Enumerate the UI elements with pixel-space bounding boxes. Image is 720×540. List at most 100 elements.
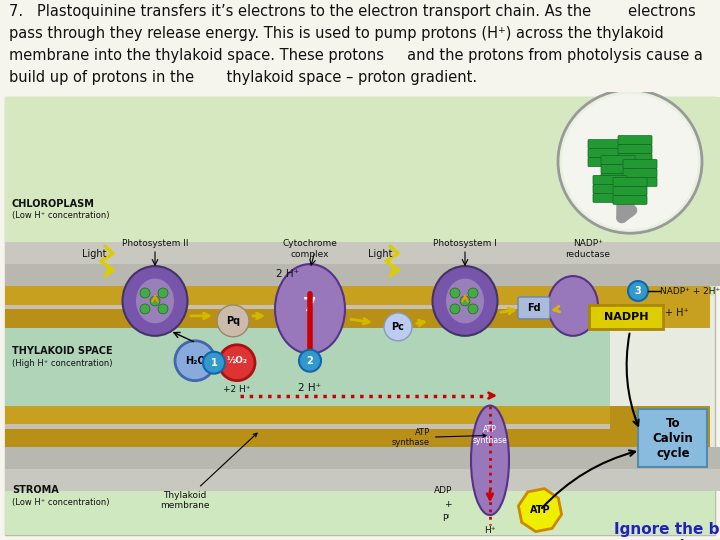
FancyBboxPatch shape bbox=[623, 159, 657, 168]
FancyBboxPatch shape bbox=[613, 178, 647, 186]
Circle shape bbox=[219, 345, 255, 381]
FancyBboxPatch shape bbox=[638, 409, 707, 467]
FancyBboxPatch shape bbox=[588, 158, 622, 166]
Text: STROMA: STROMA bbox=[12, 485, 59, 495]
Bar bbox=[5, 429, 610, 447]
Text: 1: 1 bbox=[211, 357, 217, 368]
FancyBboxPatch shape bbox=[613, 195, 647, 204]
Bar bbox=[5, 286, 610, 305]
Text: NADP⁺
reductase: NADP⁺ reductase bbox=[565, 239, 611, 259]
Text: (Low H⁺ concentration): (Low H⁺ concentration) bbox=[12, 211, 109, 220]
Text: 3: 3 bbox=[634, 286, 642, 296]
Circle shape bbox=[460, 296, 470, 306]
Text: Pq: Pq bbox=[226, 316, 240, 326]
Circle shape bbox=[158, 288, 168, 298]
Text: H⁺: H⁺ bbox=[485, 525, 496, 535]
FancyBboxPatch shape bbox=[613, 186, 647, 195]
Text: NADPH: NADPH bbox=[604, 312, 648, 322]
Text: ATP
synthase: ATP synthase bbox=[472, 426, 508, 445]
FancyBboxPatch shape bbox=[601, 156, 635, 165]
Circle shape bbox=[299, 350, 321, 372]
Bar bbox=[5, 97, 715, 296]
Bar bbox=[5, 309, 610, 328]
Bar bbox=[5, 447, 715, 535]
Circle shape bbox=[150, 296, 160, 306]
FancyBboxPatch shape bbox=[593, 193, 627, 202]
Text: pass through they release energy. This is used to pump protons (H⁺) across the t: pass through they release energy. This i… bbox=[9, 26, 663, 40]
FancyBboxPatch shape bbox=[593, 176, 627, 185]
Text: THYLAKOID SPACE: THYLAKOID SPACE bbox=[12, 346, 112, 356]
FancyBboxPatch shape bbox=[623, 168, 657, 178]
Circle shape bbox=[450, 304, 460, 314]
Text: H₂O: H₂O bbox=[185, 356, 205, 366]
Text: 7.   Plastoquinine transfers it’s electrons to the electron transport chain. As : 7. Plastoquinine transfers it’s electron… bbox=[9, 4, 696, 19]
FancyBboxPatch shape bbox=[589, 305, 663, 329]
Ellipse shape bbox=[122, 266, 187, 336]
Text: (Low H⁺ concentration): (Low H⁺ concentration) bbox=[12, 498, 109, 507]
Text: +2 H⁺: +2 H⁺ bbox=[223, 384, 251, 394]
FancyBboxPatch shape bbox=[593, 185, 627, 193]
Bar bbox=[5, 264, 720, 286]
Bar bbox=[5, 406, 610, 424]
Text: ADP: ADP bbox=[433, 485, 452, 495]
Text: 7: 7 bbox=[303, 296, 317, 315]
Bar bbox=[5, 424, 610, 429]
FancyBboxPatch shape bbox=[623, 178, 657, 186]
Text: Light: Light bbox=[82, 249, 107, 259]
Bar bbox=[5, 305, 610, 309]
Text: ATP
synthase: ATP synthase bbox=[392, 428, 486, 447]
Text: Pc: Pc bbox=[392, 322, 405, 332]
FancyBboxPatch shape bbox=[588, 140, 622, 149]
Circle shape bbox=[468, 288, 478, 298]
Ellipse shape bbox=[471, 406, 509, 515]
Text: 2 H⁺: 2 H⁺ bbox=[298, 383, 322, 393]
FancyBboxPatch shape bbox=[601, 173, 635, 183]
Ellipse shape bbox=[136, 279, 174, 323]
Circle shape bbox=[450, 288, 460, 298]
Text: Ignore the blue
numbers: Ignore the blue numbers bbox=[614, 522, 720, 540]
FancyBboxPatch shape bbox=[618, 136, 652, 145]
Ellipse shape bbox=[275, 264, 345, 354]
FancyBboxPatch shape bbox=[618, 145, 652, 153]
Text: Cytochrome
complex: Cytochrome complex bbox=[282, 239, 338, 259]
Circle shape bbox=[562, 94, 698, 230]
Text: (High H⁺ concentration): (High H⁺ concentration) bbox=[12, 359, 112, 368]
FancyBboxPatch shape bbox=[601, 165, 635, 173]
Bar bbox=[5, 469, 720, 491]
Text: To
Calvin
cycle: To Calvin cycle bbox=[652, 417, 693, 460]
Text: NADP⁺ + 2H⁺: NADP⁺ + 2H⁺ bbox=[660, 287, 720, 295]
Bar bbox=[610, 406, 710, 447]
FancyBboxPatch shape bbox=[588, 148, 622, 158]
Text: 2 H⁺: 2 H⁺ bbox=[276, 269, 300, 279]
Bar bbox=[5, 242, 720, 264]
Text: Fd: Fd bbox=[527, 303, 541, 313]
Circle shape bbox=[140, 288, 150, 298]
Text: build up of protons in the       thylakoid space – proton gradient.: build up of protons in the thylakoid spa… bbox=[9, 70, 477, 85]
Text: +: + bbox=[444, 500, 452, 509]
Text: + H⁺: + H⁺ bbox=[665, 308, 689, 318]
FancyBboxPatch shape bbox=[518, 297, 550, 319]
Circle shape bbox=[217, 305, 249, 337]
Bar bbox=[5, 97, 720, 247]
Circle shape bbox=[384, 313, 412, 341]
Bar bbox=[5, 328, 610, 406]
Text: Pᴵ: Pᴵ bbox=[442, 514, 449, 523]
Circle shape bbox=[203, 352, 225, 374]
Text: ½O₂: ½O₂ bbox=[227, 356, 248, 365]
Ellipse shape bbox=[548, 276, 598, 336]
Circle shape bbox=[558, 90, 702, 233]
Text: Photosystem II: Photosystem II bbox=[122, 239, 188, 248]
Text: membrane into the thylakoid space. These protons     and the protons from photol: membrane into the thylakoid space. These… bbox=[9, 48, 703, 63]
Text: Photosystem I: Photosystem I bbox=[433, 239, 497, 248]
Text: Thylakoid
membrane: Thylakoid membrane bbox=[161, 433, 257, 510]
Text: CHLOROPLASM: CHLOROPLASM bbox=[12, 199, 95, 210]
Circle shape bbox=[468, 304, 478, 314]
Ellipse shape bbox=[433, 266, 498, 336]
Text: Light: Light bbox=[368, 249, 392, 259]
Circle shape bbox=[628, 281, 648, 301]
Bar bbox=[610, 286, 710, 328]
Text: 2: 2 bbox=[307, 356, 313, 366]
Circle shape bbox=[140, 304, 150, 314]
Text: ATP: ATP bbox=[530, 505, 550, 515]
Circle shape bbox=[175, 341, 215, 381]
